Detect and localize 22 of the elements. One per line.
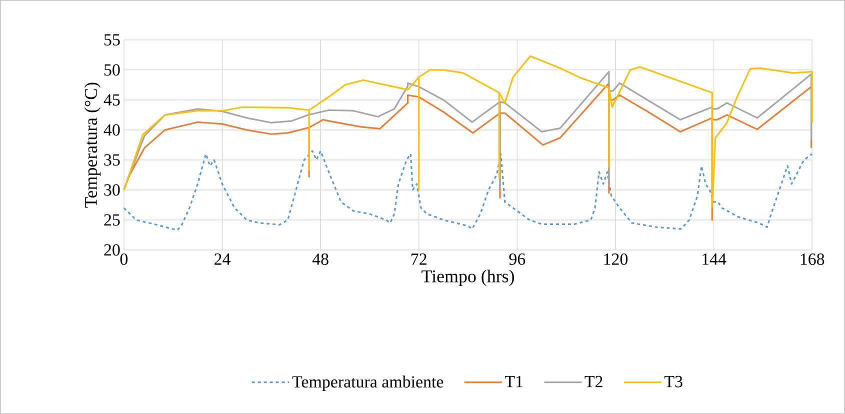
x-tick-label: 168 <box>800 254 824 265</box>
x-tick-label: 144 <box>702 254 726 265</box>
y-tick-label: 55 <box>104 34 120 46</box>
legend-label: T3 <box>664 376 682 388</box>
x-tick-label: 120 <box>604 254 628 265</box>
legend-label: T1 <box>504 376 522 388</box>
x-tick-label: 24 <box>214 254 230 265</box>
y-tick-label: 35 <box>104 154 120 166</box>
y-tick-label: 20 <box>104 244 120 256</box>
x-tick-label: 48 <box>312 254 328 265</box>
y-axis-title: Temperatura (°C) <box>84 82 101 208</box>
legend-label: Temperatura ambiente <box>292 376 444 392</box>
x-axis-title: Tiempo (hrs) <box>422 270 514 286</box>
x-tick-label: 96 <box>509 254 526 265</box>
x-tick-label: 72 <box>412 254 426 265</box>
y-tick-label: 40 <box>104 124 120 136</box>
y-tick-label: 25 <box>104 214 120 226</box>
y-tick-label: 30 <box>104 184 120 196</box>
x-tick-label: 0 <box>120 254 128 265</box>
legend-label: T2 <box>584 376 602 388</box>
y-tick-label: 45 <box>104 94 120 106</box>
y-tick-label: 50 <box>104 64 120 76</box>
